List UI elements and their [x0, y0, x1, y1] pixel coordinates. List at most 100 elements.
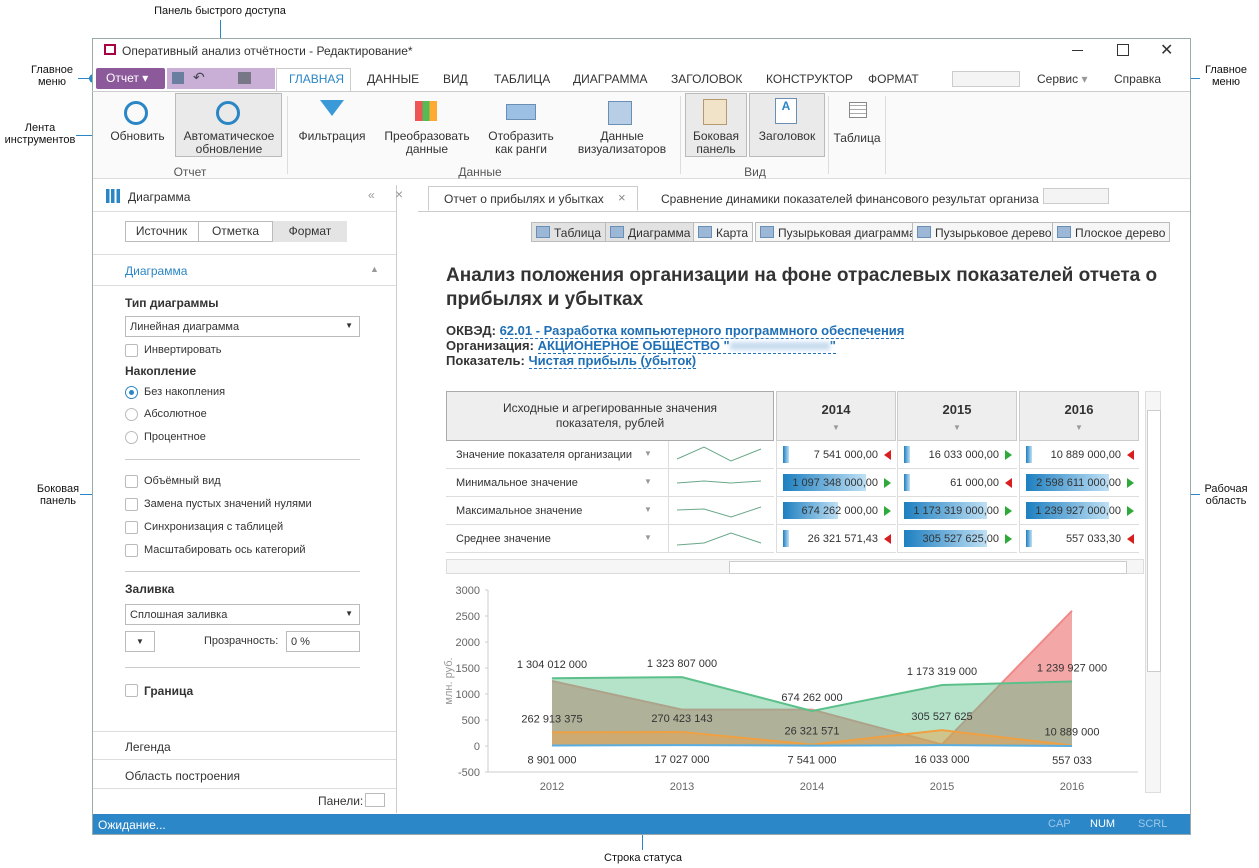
filter-icon[interactable]: ▼ [644, 477, 652, 486]
close-panel[interactable]: × [395, 186, 403, 202]
view-button[interactable]: Диаграмма [605, 222, 695, 242]
report-params: ОКВЭД: 62.01 - Разработка компьютерного … [446, 323, 904, 368]
app-icon [104, 44, 116, 55]
service-menu[interactable]: Сервис ▾ [1037, 72, 1087, 86]
callout: Главное меню [22, 64, 82, 88]
v-scrollbar[interactable] [1145, 391, 1161, 793]
ribbon-button[interactable]: Отобразить как ранги [480, 130, 562, 156]
filter-icon[interactable]: ▼ [644, 533, 652, 542]
view-button[interactable]: Таблица [531, 222, 606, 242]
param-link[interactable]: АКЦИОНЕРНОЕ ОБЩЕСТВО "" [538, 338, 836, 354]
filter-icon[interactable]: ▼ [644, 449, 652, 458]
arrow-up [884, 506, 891, 516]
ribbon-button[interactable]: Таблица [830, 132, 884, 145]
status-bar [93, 814, 1190, 834]
panel-tab-active[interactable]: Формат [273, 221, 347, 242]
value-cell: 674 262 000,00 [776, 497, 896, 525]
help-menu[interactable]: Справка [1114, 72, 1161, 86]
color-picker[interactable]: ▼ [125, 631, 155, 652]
menu-tab[interactable]: ГЛАВНАЯ [289, 72, 344, 86]
tab-scroller[interactable] [952, 71, 1020, 87]
section-header[interactable]: Легенда [125, 740, 171, 754]
save-icon[interactable] [172, 72, 184, 84]
menu-tab[interactable]: ДИАГРАММА [573, 72, 647, 86]
row-label: Среднее значение [446, 525, 668, 553]
panel-tab[interactable]: Источник [125, 221, 199, 242]
org-suffix: " [830, 338, 836, 353]
ribbon-button[interactable]: Заголовок [751, 130, 823, 143]
dropdown[interactable]: Линейная диаграмма▼ [125, 316, 360, 337]
section-header[interactable]: Область построения [125, 769, 240, 783]
menu-tab[interactable]: ВИД [443, 72, 468, 86]
filter-icon[interactable]: ▼ [953, 423, 961, 432]
filter-icon[interactable]: ▼ [832, 423, 840, 432]
year-header[interactable]: 2016 [1019, 391, 1139, 441]
h-scrollbar[interactable] [446, 559, 1144, 574]
menu-tab[interactable]: ДАННЫЕ [367, 72, 419, 86]
view-button[interactable]: Карта [693, 222, 753, 242]
x-tick-label: 2014 [800, 781, 824, 793]
doc-tab-label[interactable]: Сравнение динамики показателей финансово… [661, 192, 1039, 206]
view-button[interactable]: Плоское дерево [1052, 222, 1170, 242]
close-tab[interactable]: × [618, 190, 626, 205]
year-header[interactable]: 2014 [776, 391, 896, 441]
sparkline [668, 469, 774, 497]
radio-label: Без накопления [144, 386, 225, 398]
dropdown[interactable]: Сплошная заливка▼ [125, 604, 360, 625]
checkbox[interactable] [125, 521, 138, 534]
checkbox[interactable] [125, 344, 138, 357]
menu-tab[interactable]: ФОРМАТ [868, 72, 919, 86]
ribbon-button[interactable]: Фильтрация [290, 130, 374, 143]
view-button[interactable]: Пузырьковое дерево [912, 222, 1057, 242]
year-header[interactable]: 2015 [897, 391, 1017, 441]
view-button[interactable]: Пузырьковая диаграмма [755, 222, 921, 242]
menu-tab[interactable]: КОНСТРУКТОР [766, 72, 853, 86]
checkbox[interactable] [125, 498, 138, 511]
field-label: Прозрачность: [204, 635, 278, 647]
minimize[interactable] [1072, 50, 1083, 51]
param-link[interactable]: 62.01 - Разработка компьютерного програм… [500, 323, 905, 339]
tab-scroller[interactable] [1043, 188, 1109, 204]
checkbox[interactable] [125, 684, 138, 697]
status-indicator: CAP [1048, 818, 1071, 830]
checkbox[interactable] [125, 475, 138, 488]
sparkline-line [677, 533, 761, 545]
maximize[interactable] [1117, 44, 1129, 56]
ribbon-button[interactable]: Боковая панель [687, 130, 745, 156]
menu-tab[interactable]: ТАБЛИЦА [494, 72, 550, 86]
data-label: 17 027 000 [654, 754, 709, 766]
callout: Лента инструментов [0, 122, 80, 146]
ribbon-button[interactable]: Автоматическое обновление [180, 130, 278, 156]
filter-icon[interactable]: ▼ [1075, 423, 1083, 432]
data-table: Исходные и агрегированные значения показ… [446, 391, 1140, 554]
close[interactable]: ✕ [1160, 40, 1173, 60]
data-bar [904, 446, 910, 463]
ribbon-button[interactable]: Данные визуализаторов [572, 130, 672, 156]
ribbon-button[interactable]: Преобразовать данные [384, 130, 470, 156]
panels-button[interactable] [365, 793, 385, 807]
section-header[interactable]: Диаграмма [125, 264, 187, 278]
undo-icon[interactable]: ↶ [193, 69, 205, 86]
ribbon-button[interactable]: Обновить [100, 130, 175, 143]
menu-tab[interactable]: ЗАГОЛОВОК [671, 72, 742, 86]
param-label: Организация: [446, 338, 534, 353]
data-label: 1 173 319 000 [907, 666, 977, 678]
radio[interactable] [125, 408, 138, 421]
filter-icon[interactable]: ▼ [644, 505, 652, 514]
radio[interactable] [125, 431, 138, 444]
y-tick-label: 1500 [456, 663, 480, 675]
report-menu[interactable]: Отчет ▾ [96, 68, 165, 89]
radio-checked[interactable] [125, 386, 138, 399]
collapse[interactable]: « [368, 188, 375, 202]
report-title: Анализ положения организации на фоне отр… [446, 264, 1166, 312]
data-label: 270 423 143 [651, 713, 712, 725]
view-label: Таблица [554, 226, 601, 240]
checkbox[interactable] [125, 544, 138, 557]
param-link[interactable]: Чистая прибыль (убыток) [529, 353, 697, 369]
print-icon[interactable] [238, 72, 251, 84]
dropdown-value: Линейная диаграмма [130, 321, 239, 333]
x-tick-label: 2013 [670, 781, 694, 793]
spinner[interactable]: 0 % [286, 631, 360, 652]
checkbox-label: Объёмный вид [144, 475, 221, 487]
panel-tab[interactable]: Отметка [199, 221, 273, 242]
